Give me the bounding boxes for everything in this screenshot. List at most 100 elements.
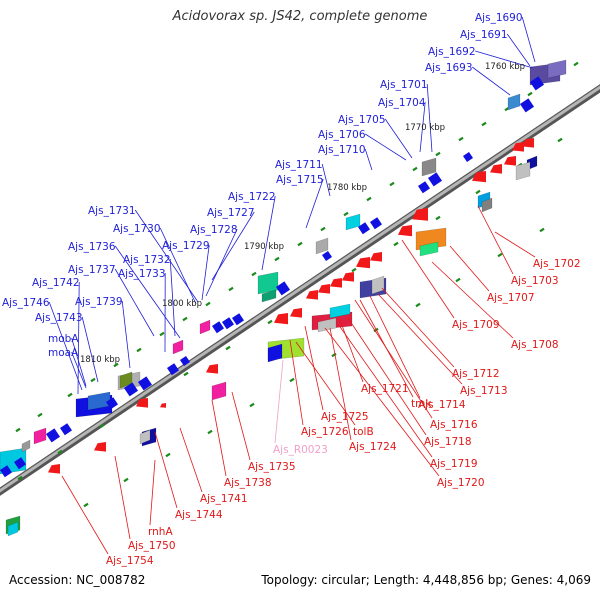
leader-line (381, 287, 455, 368)
gene-label-ajs-1722[interactable]: Ajs_1722 (228, 191, 276, 203)
forward-gene-glyph (124, 382, 138, 397)
forward-gene-glyph (172, 339, 184, 355)
gene-label-ajs-1744[interactable]: Ajs_1744 (175, 509, 223, 521)
gene-label-ajs-1726[interactable]: Ajs_1726 (301, 426, 349, 438)
forward-gene-glyph (21, 439, 31, 453)
leader-line (159, 227, 197, 305)
reverse-gene-glyph (504, 156, 516, 166)
tick-mark (331, 352, 337, 358)
tick-marks (15, 61, 579, 508)
tick-mark (251, 271, 257, 277)
leader-line (81, 316, 99, 383)
tick-mark (113, 362, 119, 368)
gene-label-moaa[interactable]: moaA (48, 347, 79, 359)
gene-label-ajs-1704[interactable]: Ajs_1704 (378, 97, 426, 109)
gene-label-ajs-1750[interactable]: Ajs_1750 (128, 540, 176, 552)
gene-label-ajs-1737[interactable]: Ajs_1737 (68, 264, 116, 276)
gene-label-ajs-1691[interactable]: Ajs_1691 (460, 29, 508, 41)
gene-label-moba[interactable]: mobA (48, 333, 79, 345)
tick-mark (267, 319, 273, 325)
forward-gene-glyph (167, 363, 179, 376)
gene-label-ajs-1730[interactable]: Ajs_1730 (113, 223, 161, 235)
gene-label-ajs-1719[interactable]: Ajs_1719 (430, 458, 478, 470)
forward-gene-glyph (106, 397, 118, 410)
forward-gene-glyph (530, 76, 544, 91)
gene-label-ajs-r0023[interactable]: Ajs_R0023 (273, 444, 328, 456)
reverse-gene-glyph (267, 343, 283, 363)
reverse-gene-glyph (370, 252, 382, 262)
leader-line (114, 268, 155, 337)
gene-label-ajs-1707[interactable]: Ajs_1707 (487, 292, 535, 304)
forward-gene-glyph (418, 181, 430, 194)
reverse-gene-glyph (160, 403, 166, 408)
gene-label-ajs-1712[interactable]: Ajs_1712 (452, 368, 500, 380)
forward-gene-glyph (222, 317, 234, 330)
gene-label-ajs-1708[interactable]: Ajs_1708 (511, 339, 559, 351)
gene-label-ajs-1746[interactable]: Ajs_1746 (2, 297, 50, 309)
gene-label-ajs-1715[interactable]: Ajs_1715 (276, 174, 324, 186)
gene-label-ajs-1716[interactable]: Ajs_1716 (430, 419, 478, 431)
reverse-gene-glyph (7, 521, 19, 537)
gene-label-ajs-1703[interactable]: Ajs_1703 (511, 275, 559, 287)
gene-label-ajs-1720[interactable]: Ajs_1720 (437, 477, 485, 489)
gene-label-ajs-1702[interactable]: Ajs_1702 (533, 258, 581, 270)
leader-line (401, 239, 455, 319)
gene-label-ajs-1714[interactable]: Ajs_1714 (418, 399, 466, 411)
forward-gene-glyph (370, 217, 382, 230)
gene-label-ajs-1732[interactable]: Ajs_1732 (123, 254, 171, 266)
gene-label-ajs-1721[interactable]: Ajs_1721 (361, 383, 409, 395)
gene-label-ajs-1733[interactable]: Ajs_1733 (118, 268, 166, 280)
gene-label-ajs-1724[interactable]: Ajs_1724 (349, 441, 397, 453)
forward-gene-glyph (60, 423, 72, 436)
reverse-gene-glyph (412, 208, 428, 221)
forward-gene-glyph (507, 93, 521, 111)
tick-mark (123, 477, 129, 483)
gene-label-ajs-1739[interactable]: Ajs_1739 (75, 296, 123, 308)
gene-label-ajs-1738[interactable]: Ajs_1738 (224, 477, 272, 489)
gene-label-ajs-1728[interactable]: Ajs_1728 (190, 224, 238, 236)
tick-mark (249, 402, 255, 408)
gene-label-ajs-1729[interactable]: Ajs_1729 (162, 240, 210, 252)
gene-label-rnha[interactable]: rnhA (148, 526, 173, 538)
leader-line (289, 339, 304, 426)
gene-label-ajs-1692[interactable]: Ajs_1692 (428, 46, 476, 58)
gene-label-ajs-1725[interactable]: Ajs_1725 (321, 411, 369, 423)
gene-label-ajs-1713[interactable]: Ajs_1713 (460, 385, 508, 397)
scale-label: 1800 kbp (162, 299, 202, 309)
gene-label-ajs-1690[interactable]: Ajs_1690 (475, 12, 523, 24)
leader-line (337, 323, 433, 458)
tick-mark (455, 277, 461, 283)
leader-line (295, 341, 356, 426)
gene-label-ajs-1731[interactable]: Ajs_1731 (88, 205, 136, 217)
gene-label-ajs-1705[interactable]: Ajs_1705 (338, 114, 386, 126)
reverse-gene-glyph (330, 278, 342, 288)
gene-label-ajs-1718[interactable]: Ajs_1718 (424, 436, 472, 448)
gene-label-ajs-1754[interactable]: Ajs_1754 (106, 555, 154, 567)
gene-label-ajs-1743[interactable]: Ajs_1743 (35, 312, 83, 324)
gene-label-ajs-1701[interactable]: Ajs_1701 (380, 79, 428, 91)
gene-label-ajs-1693[interactable]: Ajs_1693 (425, 62, 473, 74)
tick-mark (393, 241, 399, 247)
gene-label-tmk[interactable]: tmk (411, 398, 432, 410)
gene-label-ajs-1742[interactable]: Ajs_1742 (32, 277, 80, 289)
tick-mark (228, 286, 234, 292)
forward-gene-glyph (428, 172, 442, 187)
leader-line (377, 293, 463, 385)
gene-label-ajs-1727[interactable]: Ajs_1727 (207, 207, 255, 219)
gene-label-ajs-1710[interactable]: Ajs_1710 (318, 144, 366, 156)
gene-label-ajs-1736[interactable]: Ajs_1736 (68, 241, 116, 253)
gene-label-ajs-1709[interactable]: Ajs_1709 (452, 319, 500, 331)
scale-label: 1770 kbp (405, 123, 445, 133)
reverse-gene-glyph (512, 142, 524, 152)
gene-label-ajs-1706[interactable]: Ajs_1706 (318, 129, 366, 141)
gene-label-ajs-1735[interactable]: Ajs_1735 (248, 461, 296, 473)
gene-label-tolb[interactable]: tolB (353, 426, 374, 438)
leader-line (48, 301, 83, 391)
forward-gene-glyph (322, 251, 332, 261)
reverse-gene-glyph (522, 138, 534, 148)
tick-mark (90, 377, 96, 383)
forward-gene-glyph (257, 271, 279, 295)
gene-label-ajs-1711[interactable]: Ajs_1711 (275, 159, 323, 171)
gene-label-ajs-1741[interactable]: Ajs_1741 (200, 493, 248, 505)
leader-line (521, 16, 536, 63)
